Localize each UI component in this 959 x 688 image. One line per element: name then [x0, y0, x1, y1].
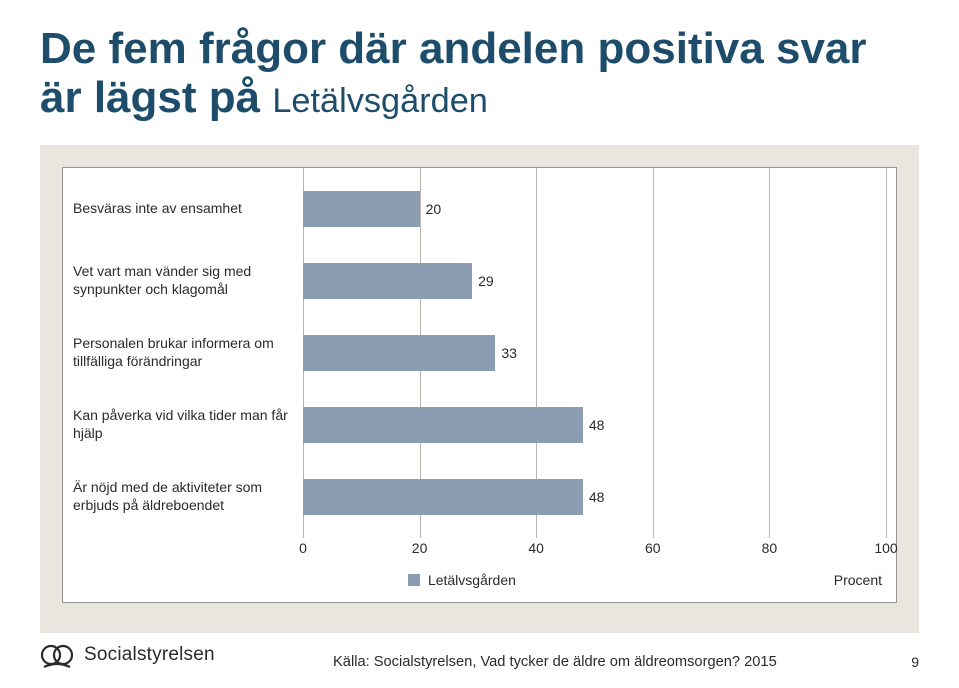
- logo: Socialstyrelsen: [40, 640, 215, 670]
- logo-icon: [40, 640, 74, 670]
- legend-item: Letälvsgården: [408, 572, 516, 588]
- x-axis: 020406080100: [73, 538, 886, 566]
- bar-value-label: 48: [589, 479, 605, 515]
- bar-value-label: 20: [426, 191, 442, 227]
- plot-cell: 48: [303, 394, 886, 456]
- legend-swatch: [408, 574, 420, 586]
- title-location: Letälvsgården: [272, 82, 488, 120]
- chart-plot-area: Besväras inte av ensamhet 20 Vet vart ma…: [62, 167, 897, 603]
- axis-cell: 020406080100: [303, 538, 886, 566]
- x-tick-label: 0: [299, 540, 307, 556]
- plot-cell: 33: [303, 322, 886, 384]
- bar: [303, 407, 583, 443]
- bar: [303, 335, 495, 371]
- category-label: Besväras inte av ensamhet: [73, 200, 303, 218]
- bar-row: Vet vart man vänder sig med synpunkter o…: [73, 250, 886, 312]
- title-line2-prefix: är lägst på: [40, 73, 272, 122]
- logo-text: Socialstyrelsen: [84, 644, 215, 666]
- legend-row: Letälvsgården Procent: [73, 566, 886, 596]
- category-label: Personalen brukar informera om tillfälli…: [73, 335, 303, 370]
- bar: [303, 263, 472, 299]
- plot-cell: 48: [303, 466, 886, 528]
- chart-panel: Besväras inte av ensamhet 20 Vet vart ma…: [40, 145, 919, 633]
- x-tick-label: 60: [645, 540, 661, 556]
- bar-row: Personalen brukar informera om tillfälli…: [73, 322, 886, 384]
- category-label: Kan påverka vid vilka tider man får hjäl…: [73, 407, 303, 442]
- source-text: Källa: Socialstyrelsen, Vad tycker de äl…: [333, 654, 777, 670]
- plot-cell: 29: [303, 250, 886, 312]
- slide: De fem frågor där andelen positiva svar …: [0, 0, 959, 688]
- legend-cell: Letälvsgården Procent: [303, 566, 886, 596]
- bar-value-label: 48: [589, 407, 605, 443]
- bar-value-label: 33: [501, 335, 517, 371]
- category-label: Vet vart man vänder sig med synpunkter o…: [73, 263, 303, 298]
- bar-value-label: 29: [478, 263, 494, 299]
- title-line2: är lägst på Letälvsgården: [40, 73, 919, 122]
- plot-cell: 20: [303, 178, 886, 240]
- legend-label: Letälvsgården: [428, 572, 516, 588]
- bar-row: Kan påverka vid vilka tider man får hjäl…: [73, 394, 886, 456]
- slide-title: De fem frågor där andelen positiva svar …: [40, 24, 919, 123]
- x-axis-unit-label: Procent: [834, 572, 882, 588]
- x-tick-label: 100: [874, 540, 897, 556]
- page-number: 9: [895, 654, 919, 670]
- footer: Socialstyrelsen Källa: Socialstyrelsen, …: [40, 640, 919, 670]
- bar: [303, 191, 420, 227]
- bar: [303, 479, 583, 515]
- x-tick-label: 40: [528, 540, 544, 556]
- x-tick-label: 20: [412, 540, 428, 556]
- bar-row: Är nöjd med de aktiviteter som erbjuds p…: [73, 466, 886, 528]
- title-line1: De fem frågor där andelen positiva svar: [40, 24, 919, 73]
- bar-row: Besväras inte av ensamhet 20: [73, 178, 886, 240]
- category-label: Är nöjd med de aktiviteter som erbjuds p…: [73, 479, 303, 514]
- x-tick-label: 80: [762, 540, 778, 556]
